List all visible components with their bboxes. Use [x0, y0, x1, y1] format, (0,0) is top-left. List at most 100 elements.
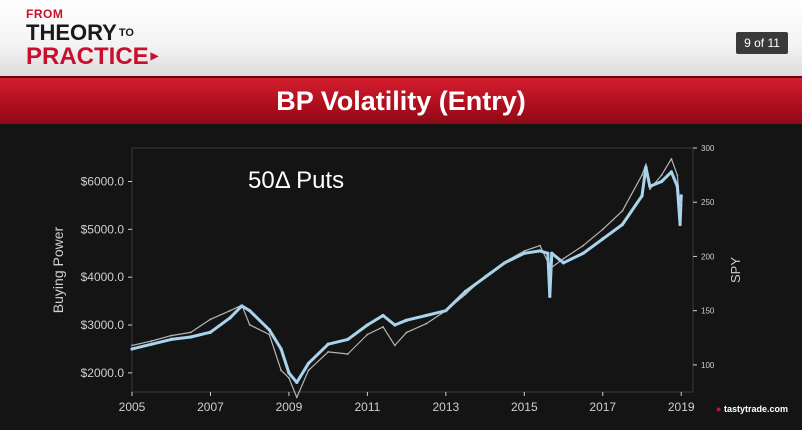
spy-point — [546, 260, 549, 263]
page-indicator: 9 of 11 — [736, 32, 788, 54]
y-left-tick-label: $5000.0 — [81, 222, 125, 236]
buying-power-point — [601, 237, 605, 241]
spy-point — [382, 326, 384, 328]
spy-point — [680, 201, 683, 204]
bp-volatility-chart: 2005 2007 2009 2011 2013 2015 2017 2019 $2000.0 $… — [50, 144, 743, 414]
spy-point — [327, 350, 330, 353]
spy-point — [562, 257, 565, 260]
buying-power-point — [463, 289, 468, 294]
spy-point — [405, 331, 408, 334]
buying-power-point — [648, 184, 652, 188]
spy-point — [464, 293, 467, 296]
spy-point — [660, 174, 663, 177]
spy-point — [679, 206, 681, 209]
spy-point — [582, 244, 585, 247]
spy-point — [539, 244, 541, 247]
buying-power-point — [393, 323, 397, 327]
spy-point — [503, 260, 506, 263]
buying-power-point — [424, 313, 428, 318]
spy-point — [648, 188, 651, 191]
spy-point — [676, 174, 679, 177]
buying-power-point — [675, 184, 679, 188]
buying-power-point — [546, 251, 550, 255]
y-right-tick-label: 300 — [701, 144, 715, 153]
plot-frame — [131, 147, 694, 393]
spy-point — [170, 334, 173, 337]
logo-practice: PRACTICE ▶ — [26, 45, 158, 69]
logo-theory: THEORY TO — [26, 22, 158, 44]
x-tick-label: 2019 — [668, 400, 695, 414]
logo-theory-text: THEORY — [26, 20, 117, 45]
spy-point — [229, 309, 231, 312]
x-tick-label: 2009 — [276, 400, 303, 414]
chart-area: 2005 2007 2009 2011 2013 2015 2017 2019 $2000.0 $… — [0, 124, 802, 430]
x-tick-label: 2013 — [432, 400, 459, 414]
spy-point — [641, 174, 643, 177]
buying-power-point — [150, 342, 154, 346]
buying-power-point — [679, 194, 683, 198]
buying-power-point — [561, 261, 566, 265]
spy-point — [307, 369, 310, 372]
from-theory-to-practice-logo: FROM THEORY TO PRACTICE ▶ — [26, 8, 158, 69]
spy-point — [425, 322, 428, 325]
buying-power-line — [131, 165, 683, 384]
y-left-tick-label: $4000.0 — [81, 270, 125, 284]
spy-point — [601, 228, 604, 231]
puts-annotation: 50Δ Puts — [248, 167, 344, 194]
spy-point — [444, 309, 447, 312]
y-right-tick-label: 150 — [701, 307, 715, 316]
logo-to: TO — [118, 27, 134, 39]
buying-power-point — [267, 328, 271, 332]
buying-power-point — [295, 380, 299, 385]
spy-point — [621, 209, 624, 212]
y-left-tick-label: $2000.0 — [81, 366, 125, 380]
spy-point — [150, 340, 153, 342]
buying-power-point — [287, 371, 291, 375]
buying-power-point — [620, 222, 624, 227]
spy-point — [295, 396, 298, 399]
y-left-tick-label: $3000.0 — [81, 318, 125, 332]
buying-power-point — [581, 251, 585, 255]
buying-power-point — [346, 337, 350, 341]
x-tick-label: 2007 — [197, 400, 224, 414]
buying-power-point — [306, 361, 311, 365]
spy-point — [366, 333, 369, 336]
buying-power-point — [130, 347, 134, 351]
spy-point — [288, 377, 290, 379]
spy-point — [240, 304, 243, 307]
spy-point — [280, 369, 282, 372]
spy-point — [523, 250, 526, 252]
buying-power-point — [248, 309, 252, 313]
spy-point — [209, 318, 212, 321]
y-right-tick-label: 200 — [701, 252, 715, 261]
spy-point — [189, 331, 192, 334]
spy-point — [550, 266, 553, 269]
spy-point — [645, 163, 647, 166]
title-bar: BP Volatility (Entry) — [0, 76, 802, 124]
y-right-axis-title: SPY — [728, 257, 743, 283]
y-right-tick-label: 100 — [701, 361, 715, 370]
buying-power-point — [640, 194, 644, 198]
buying-power-point — [405, 318, 409, 322]
header-bar: FROM THEORY TO PRACTICE ▶ 9 of 11 — [0, 0, 802, 76]
buying-power-point — [381, 313, 385, 318]
slide-title: BP Volatility (Entry) — [276, 86, 526, 116]
x-tick-label: 2011 — [354, 400, 380, 414]
play-arrow-icon: ▶ — [150, 51, 159, 62]
x-tick-label: 2015 — [511, 400, 538, 414]
logo-practice-text: PRACTICE — [26, 43, 149, 70]
buying-power-point — [660, 179, 664, 184]
spy-point — [248, 323, 251, 326]
buying-power-point — [550, 251, 554, 255]
buying-power-point — [228, 316, 232, 320]
buying-power-point — [678, 222, 682, 227]
buying-power-point — [326, 342, 330, 346]
buying-power-point — [548, 294, 552, 298]
buying-power-point — [169, 337, 173, 341]
x-tick-label: 2017 — [589, 400, 616, 414]
x-tick-label: 2005 — [119, 400, 146, 414]
spy-line — [131, 158, 682, 398]
buying-power-point — [522, 251, 526, 255]
tastytrade-cherry-icon: ● — [716, 404, 722, 414]
spy-point — [131, 344, 133, 347]
